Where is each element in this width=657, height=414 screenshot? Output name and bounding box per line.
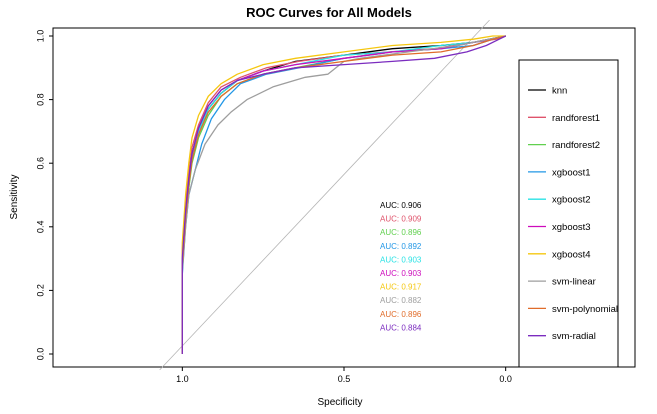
x-tick-label: 0.5 [338, 374, 351, 384]
roc-curve-svm-radial [181, 35, 506, 354]
auc-label-knn: AUC: 0.906 [380, 201, 422, 210]
legend-label: randforest2 [552, 140, 600, 151]
y-tick-label: 0.0 [35, 348, 45, 361]
legend-box [518, 59, 619, 368]
legend-item-xgboost1: xgboost1 [528, 167, 591, 178]
x-axis: 1.0 0.5 0.0 [176, 366, 512, 384]
auc-label-randforest2: AUC: 0.896 [380, 228, 422, 237]
auc-label-svm-polynomial: AUC: 0.896 [380, 310, 422, 319]
auc-label-svm-radial: AUC: 0.884 [380, 323, 422, 332]
roc-curve-xgboost4 [181, 35, 506, 354]
legend-item-xgboost2: xgboost2 [528, 195, 591, 206]
legend-label: xgboost3 [552, 222, 591, 233]
auc-annotations: AUC: 0.906 AUC: 0.909 AUC: 0.896 AUC: 0.892… [380, 201, 422, 332]
x-tick-label: 0.0 [499, 374, 512, 384]
legend-label: randforest1 [552, 113, 600, 124]
legend-label: xgboost2 [552, 195, 591, 206]
legend-item-svm-linear: svm-linear [528, 277, 596, 288]
auc-label-xgboost4: AUC: 0.917 [380, 283, 422, 292]
legend-item-xgboost4: xgboost4 [528, 249, 591, 260]
legend-label: knn [552, 86, 567, 97]
x-tick-label: 1.0 [176, 374, 189, 384]
auc-label-svm-linear: AUC: 0.882 [380, 296, 422, 305]
auc-label-xgboost1: AUC: 0.892 [380, 242, 422, 251]
y-axis: 0.0 0.2 0.4 0.6 0.8 1.0 [35, 30, 53, 361]
diagonal-reference-layer [159, 19, 490, 371]
series-layer [181, 35, 506, 354]
y-tick-label: 0.8 [35, 93, 45, 106]
diagonal-reference-line [159, 19, 490, 371]
auc-label-randforest1: AUC: 0.909 [380, 215, 422, 224]
legend-item-knn: knn [528, 86, 567, 97]
legend-item-randforest2: randforest2 [528, 140, 600, 151]
legend-label: xgboost1 [552, 167, 591, 178]
legend-item-svm-polynomial: svm-polynomial [528, 304, 618, 315]
chart-title: ROC Curves for All Models [246, 5, 412, 20]
legend-label: svm-radial [552, 331, 596, 342]
y-tick-label: 1.0 [35, 30, 45, 43]
roc-curve-svm-linear [181, 35, 506, 354]
legend-label: xgboost4 [552, 249, 591, 260]
legend-label: svm-linear [552, 277, 596, 288]
auc-label-xgboost2: AUC: 0.903 [380, 255, 422, 264]
legend-item-svm-radial: svm-radial [528, 331, 596, 342]
legend-item-xgboost3: xgboost3 [528, 222, 591, 233]
y-tick-label: 0.4 [35, 221, 45, 234]
y-axis-label: Sensitivity [9, 174, 20, 219]
legend-label: svm-polynomial [552, 304, 618, 315]
legend-item-randforest1: randforest1 [528, 113, 600, 124]
legend: knn randforest1 randforest2 xgboost1 xgboost… [528, 86, 618, 342]
x-axis-label: Specificity [317, 397, 362, 408]
y-tick-label: 0.6 [35, 157, 45, 170]
y-tick-label: 0.2 [35, 284, 45, 297]
auc-label-xgboost3: AUC: 0.903 [380, 269, 422, 278]
